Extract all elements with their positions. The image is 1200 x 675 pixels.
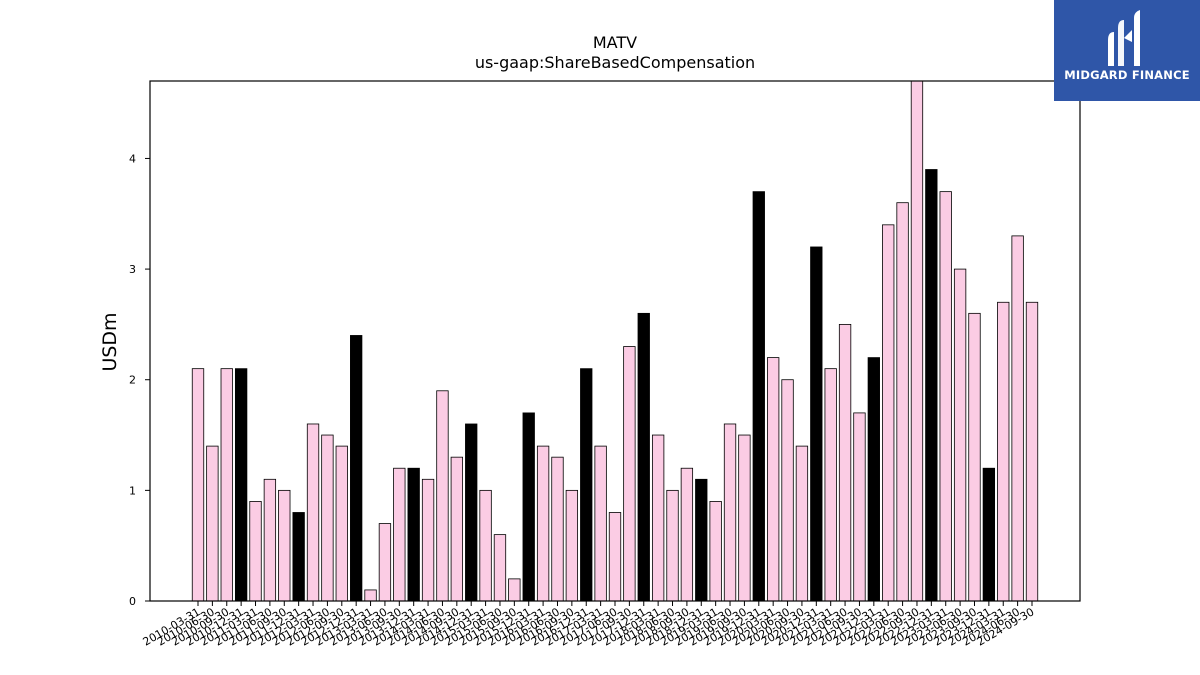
bar-2024-03-31 xyxy=(997,301,1010,602)
bar-2023-06-30 xyxy=(953,268,967,602)
bar-2016-03-31 xyxy=(536,445,550,602)
bar-2014-06-30 xyxy=(436,390,449,602)
bar-2019-03-31 xyxy=(709,501,722,602)
midgard-logo-icon xyxy=(1108,10,1140,66)
y-tick-label: 0 xyxy=(129,595,136,608)
bar-2022-03-31 xyxy=(882,224,895,602)
bar-2010-06-30 xyxy=(206,445,219,602)
bar-2021-06-30 xyxy=(838,323,852,602)
bar-2018-03-31 xyxy=(651,434,665,602)
y-tick-label: 1 xyxy=(129,484,136,497)
bar-2012-06-30 xyxy=(321,434,334,602)
bar-2021-03-31 xyxy=(824,368,837,602)
bar-2019-12-31 xyxy=(752,191,765,602)
y-tick-label: 3 xyxy=(129,263,136,276)
bar-2016-09-30 xyxy=(565,489,579,602)
bar-2019-09-30 xyxy=(738,434,751,602)
bar-2014-12-31 xyxy=(465,423,478,602)
bar-2011-09-30 xyxy=(278,489,291,602)
bar-2020-12-31 xyxy=(810,246,823,602)
y-ticks: 0 1 2 3 4 xyxy=(129,152,150,608)
bar-2022-12-31 xyxy=(925,169,938,602)
bar-2016-06-30 xyxy=(551,456,564,602)
y-axis-label: USDm xyxy=(99,312,121,371)
bar-2011-03-31 xyxy=(249,501,262,602)
bar-2017-03-31 xyxy=(594,445,607,602)
midgard-finance-logo: MIDGARD FINANCE xyxy=(1054,0,1200,101)
bar-2023-12-31 xyxy=(982,467,996,602)
y-tick-label: 4 xyxy=(129,152,136,165)
logo-text: MIDGARD FINANCE xyxy=(1064,68,1190,82)
bar-2015-09-30 xyxy=(508,578,521,602)
bar-2020-09-30 xyxy=(795,445,809,602)
bar-2011-12-31 xyxy=(292,512,305,602)
bar-2018-12-31 xyxy=(695,478,708,602)
chart-subtitle: us-gaap:ShareBasedCompensation xyxy=(475,53,755,72)
bar-2018-09-30 xyxy=(680,467,694,602)
bar-2020-03-31 xyxy=(767,357,780,602)
bar-2016-12-31 xyxy=(580,368,593,602)
bar-2019-06-30 xyxy=(723,423,737,602)
bar-2023-09-30 xyxy=(968,312,981,602)
bar-2015-03-31 xyxy=(479,489,492,602)
bar-2017-09-30 xyxy=(623,346,636,602)
bar-2014-03-31 xyxy=(421,478,435,602)
bar-2021-09-30 xyxy=(853,412,866,602)
bar-2024-09-30 xyxy=(1025,301,1039,602)
bar-2022-06-30 xyxy=(896,202,909,602)
bar-2014-09-30 xyxy=(450,456,463,602)
bar-2024-06-30 xyxy=(1011,235,1024,602)
bar-2018-06-30 xyxy=(666,489,679,602)
bar-2012-03-31 xyxy=(306,423,320,602)
bar-2015-06-30 xyxy=(493,534,507,602)
plot-frame xyxy=(149,80,1081,602)
bar-2017-12-31 xyxy=(637,312,650,602)
chart-title: MATV xyxy=(593,33,637,52)
bar-2011-06-30 xyxy=(263,478,277,602)
x-ticks: 2010-03-312010-06-302010-09-302010-12-31… xyxy=(141,601,1037,649)
bar-2020-06-30 xyxy=(781,379,794,602)
bar-2013-09-30 xyxy=(393,467,406,602)
bar-2013-03-31 xyxy=(364,589,377,602)
bar-2022-09-30 xyxy=(910,80,924,602)
bar-2012-09-30 xyxy=(335,445,348,602)
bar-2021-12-31 xyxy=(867,357,880,602)
bar-2012-12-31 xyxy=(350,335,363,602)
bar-2017-06-30 xyxy=(608,512,622,602)
bar-2013-06-30 xyxy=(378,523,392,602)
bar-2013-12-31 xyxy=(407,467,420,602)
bar-2010-09-30 xyxy=(220,368,233,602)
bars-group xyxy=(191,80,1039,602)
bar-2015-12-31 xyxy=(522,412,535,602)
bar-2010-12-31 xyxy=(234,368,248,602)
y-tick-label: 2 xyxy=(129,374,136,387)
bar-2023-03-31 xyxy=(939,191,952,602)
bar-2010-03-31 xyxy=(191,368,205,602)
